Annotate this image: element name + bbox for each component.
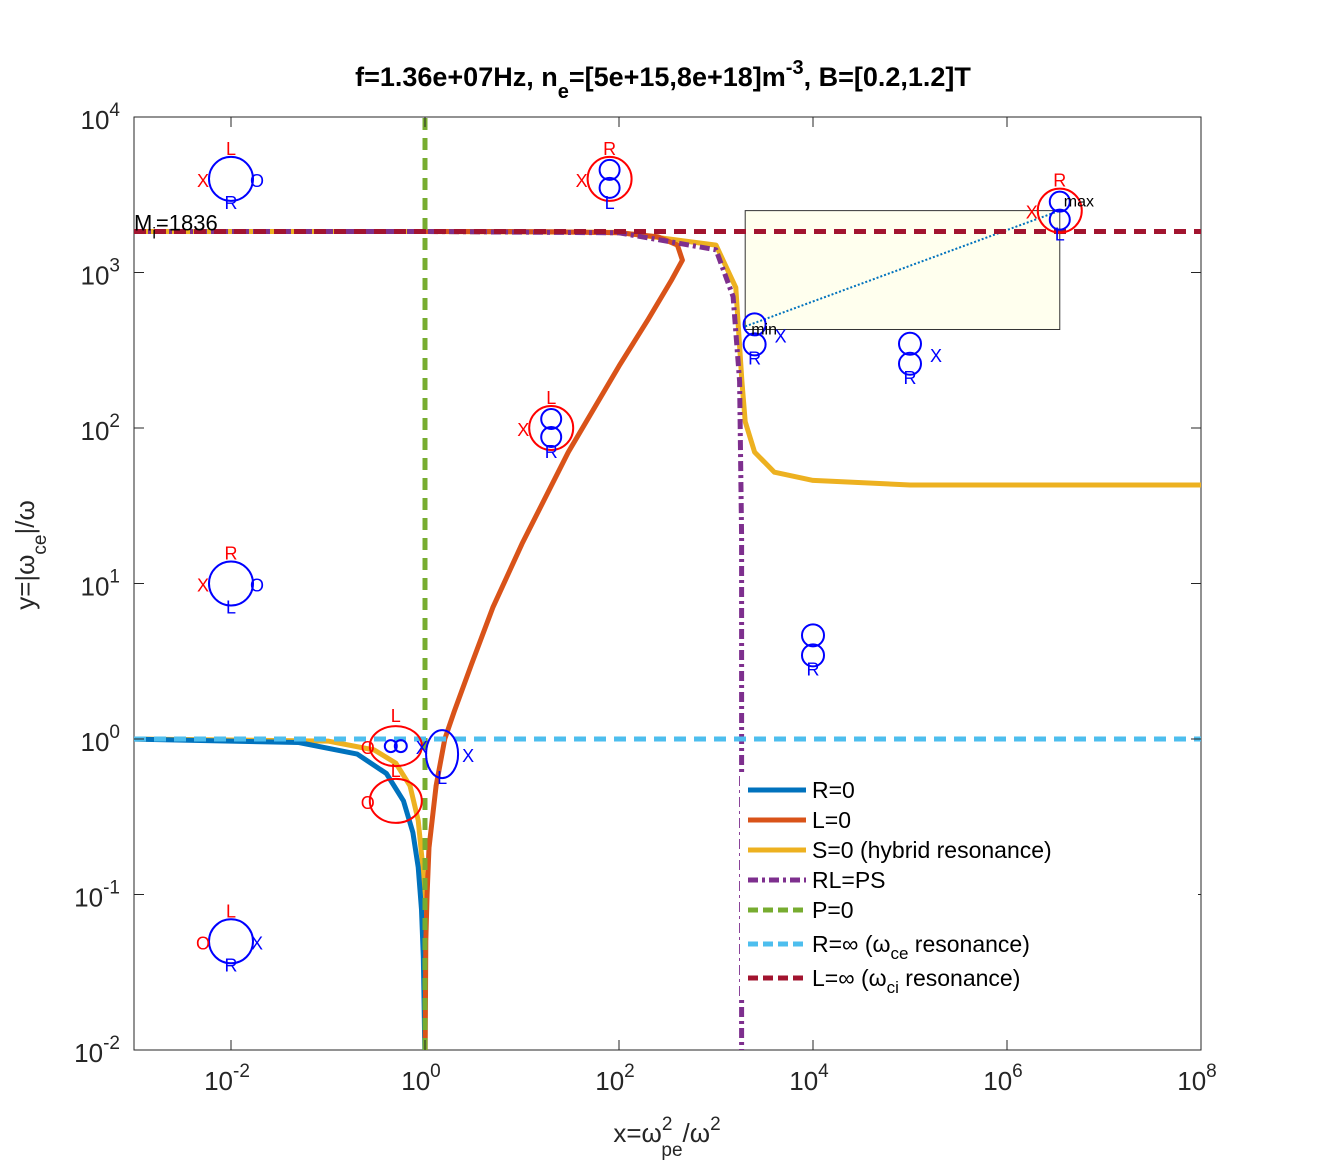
- legend-label: L=0: [812, 807, 851, 833]
- wave-glyph-label: L: [226, 139, 236, 159]
- legend-label: P=0: [812, 897, 854, 923]
- min-label: min: [751, 321, 777, 338]
- y-tick-label: 104: [81, 100, 121, 135]
- x-tick-label: 104: [789, 1061, 829, 1096]
- wave-glyph-label: R: [904, 368, 917, 388]
- wave-glyph-label: X: [416, 738, 428, 758]
- y-tick-label: 101: [81, 567, 121, 602]
- wave-glyph-10: XL: [425, 729, 474, 788]
- wave-glyph-label: O: [250, 576, 264, 596]
- wave-glyph-label: O: [196, 933, 210, 953]
- x-tick-label: 108: [1177, 1061, 1217, 1096]
- y-tick-label: 102: [81, 411, 121, 446]
- wave-glyph-label: O: [361, 793, 375, 813]
- wave-glyph-label: R: [603, 139, 616, 159]
- wave-glyph-label: X: [1026, 203, 1038, 223]
- wave-glyph-4: XR: [742, 312, 787, 368]
- wave-glyph-label: O: [250, 171, 264, 191]
- wave-glyph-label: L: [605, 193, 615, 213]
- legend-label: L=∞ (ωci resonance): [812, 965, 1020, 997]
- wave-glyph-label: L: [226, 901, 236, 921]
- x-axis-label: x=ω2 pe/ω2: [613, 1114, 720, 1161]
- wave-glyph-label: R: [807, 659, 820, 679]
- wave-glyph-7: RX OL: [197, 544, 264, 618]
- wave-glyph-label: X: [251, 933, 263, 953]
- wave-glyph-3: RXL: [1026, 171, 1083, 245]
- wave-glyph-label: R: [545, 442, 558, 462]
- wave-glyph-label: X: [775, 326, 787, 346]
- y-tick-label: 10-2: [74, 1033, 120, 1068]
- wave-glyph-12: LO XR: [196, 901, 263, 975]
- wave-glyph-label: R: [225, 193, 238, 213]
- wave-glyph-label: X: [197, 576, 209, 596]
- wave-glyph-label: L: [437, 768, 447, 788]
- wave-glyph-1: LX OR: [197, 139, 264, 213]
- x-tick-label: 100: [401, 1061, 441, 1096]
- y-tick-label: 10-1: [74, 878, 120, 913]
- wave-glyph-label: X: [517, 420, 529, 440]
- wave-glyph-label: L: [546, 388, 556, 408]
- wave-glyph-6: LXR: [517, 388, 575, 462]
- wave-glyph-8: R: [801, 623, 825, 679]
- x-tick-label: 102: [595, 1061, 635, 1096]
- y-tick-label: 100: [81, 722, 121, 757]
- legend: [740, 772, 1198, 998]
- wave-glyph-label: X: [576, 171, 588, 191]
- wave-glyph-label: X: [930, 346, 942, 366]
- wave-glyph-label: O: [361, 738, 375, 758]
- wave-glyph-2: RXL: [576, 139, 633, 213]
- x-tick-label: 10-2: [204, 1061, 250, 1096]
- wave-glyph-label: R: [748, 348, 761, 368]
- legend-label: S=0 (hybrid resonance): [812, 837, 1052, 863]
- y-tick-label: 103: [81, 256, 121, 291]
- y-axis-label: y=|ωce|/ω: [10, 500, 51, 610]
- wave-glyph-label: L: [1055, 225, 1065, 245]
- chart-title: f=1.36e+07Hz, ne=[5e+15,8e+18]m-3, B=[0.…: [355, 57, 971, 103]
- wave-glyph-11: LO: [361, 761, 423, 824]
- wave-glyph-label: R: [225, 955, 238, 975]
- legend-label: R=0: [812, 777, 855, 803]
- mi-label: Mi=1836: [134, 210, 218, 242]
- wave-glyph-label: X: [462, 746, 474, 766]
- wave-glyph-label: R: [225, 544, 238, 564]
- x-tick-label: 106: [983, 1061, 1023, 1096]
- wave-glyph-label: L: [391, 761, 401, 781]
- wave-glyph-label: X: [197, 171, 209, 191]
- legend-label: R=∞ (ωce resonance): [812, 931, 1030, 963]
- wave-glyph-label: L: [391, 706, 401, 726]
- legend-label: RL=PS: [812, 867, 886, 893]
- wave-glyph-5: XR: [898, 331, 942, 388]
- wave-glyph-label: R: [1053, 171, 1066, 191]
- wave-glyph-9: LO X: [361, 706, 428, 768]
- max-label: max: [1064, 194, 1094, 211]
- wave-glyph-label: L: [226, 598, 236, 618]
